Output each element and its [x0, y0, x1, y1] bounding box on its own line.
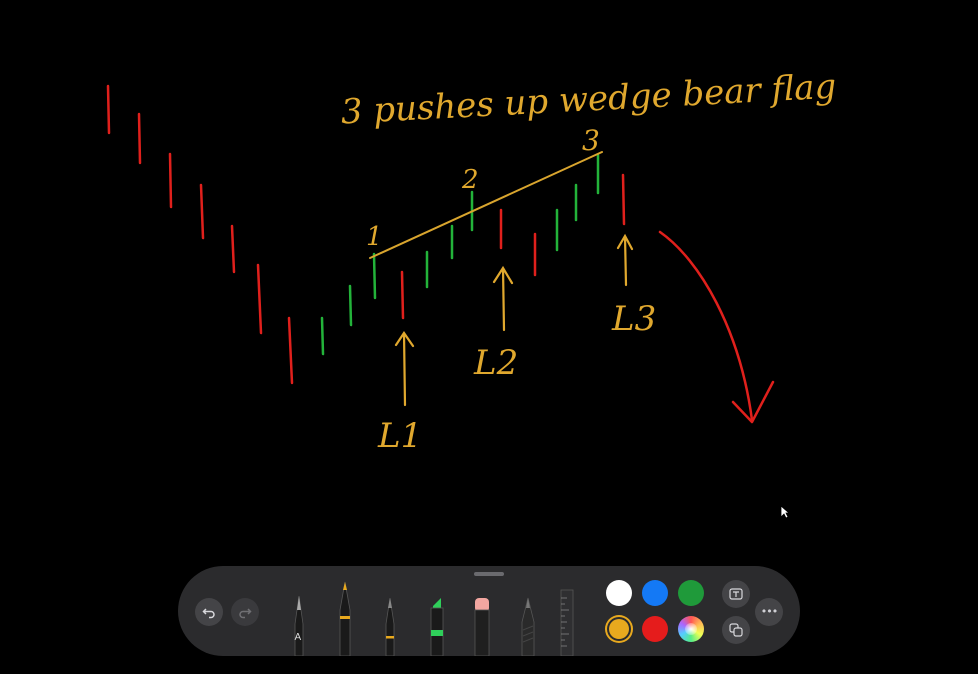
down-arrow [658, 230, 775, 424]
redo-button[interactable] [231, 598, 259, 626]
bear-bars-descent [106, 84, 294, 385]
cursor-icon [780, 505, 790, 519]
title-annotation: 3 pushes up wedge bear flag [340, 67, 837, 133]
more-button[interactable]: ••• [755, 598, 783, 626]
blue-swatch[interactable] [642, 580, 668, 606]
undo-button[interactable] [195, 598, 223, 626]
green-swatch[interactable] [678, 580, 704, 606]
pen-tool[interactable]: A [290, 594, 308, 656]
color-wheel-icon[interactable] [678, 616, 704, 642]
eraser-tool[interactable] [472, 596, 492, 656]
red-swatch[interactable] [642, 616, 668, 642]
push-label-1: 1 [366, 222, 383, 252]
more-icon: ••• [760, 605, 778, 618]
toolbar-grabber[interactable] [474, 572, 504, 576]
undo-icon [202, 608, 215, 619]
shapes-button[interactable] [722, 616, 750, 644]
redo-icon [239, 608, 252, 619]
white-swatch[interactable] [606, 580, 632, 606]
push-label-2: 2 [461, 165, 479, 195]
drawing-toolbar: A [178, 566, 800, 656]
ruler-tool[interactable] [558, 588, 576, 656]
push-label-3: 3 [582, 124, 600, 157]
wedge-trendline [369, 151, 603, 259]
pullback-label-l2: L2 [473, 343, 518, 383]
text-box-button[interactable] [722, 580, 750, 608]
pullback-label-l1: L1 [377, 416, 422, 456]
marker-tool[interactable] [427, 594, 447, 656]
color-wheel-center [685, 623, 697, 635]
pullback-arrows [394, 233, 634, 407]
fountain-pen-tool[interactable] [381, 596, 399, 656]
pencil-tool[interactable] [518, 596, 538, 656]
yellow-swatch-selected[interactable] [607, 617, 631, 641]
pen-letter: A [295, 632, 302, 643]
bear-bars-pullbacks [400, 173, 626, 320]
bull-bars-wedge [320, 153, 600, 356]
shapes-icon [729, 623, 743, 637]
pullback-label-l3: L3 [611, 299, 656, 339]
text-box-icon [729, 588, 743, 600]
monoline-pen-tool[interactable] [335, 580, 355, 656]
